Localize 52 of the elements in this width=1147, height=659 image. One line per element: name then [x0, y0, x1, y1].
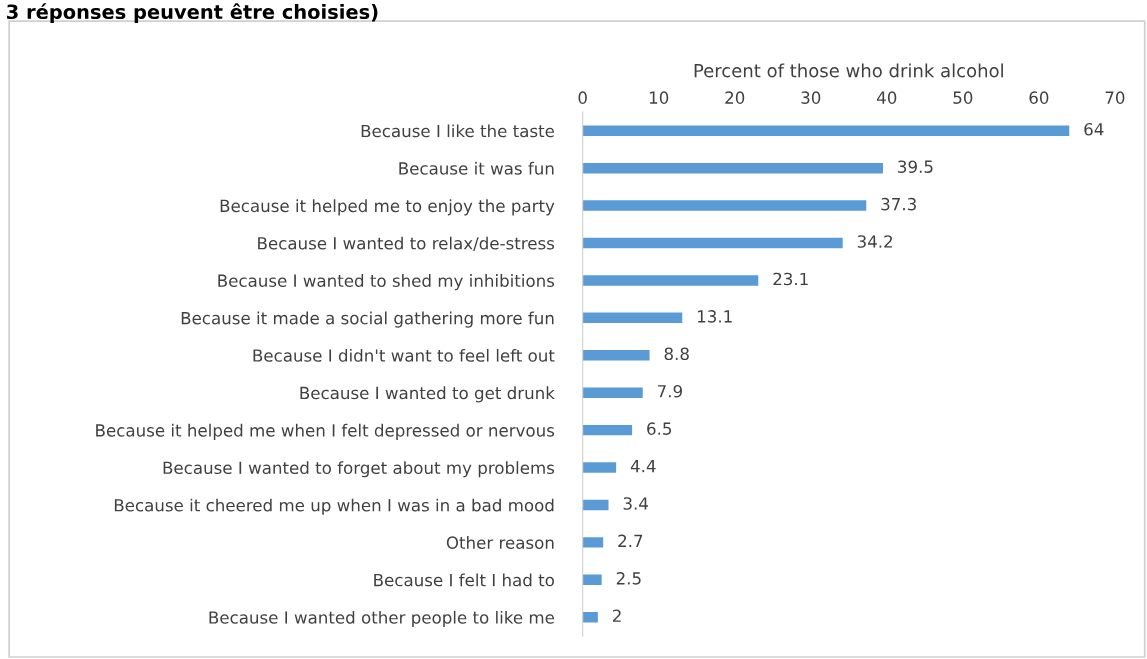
- data-label: 23.1: [773, 272, 808, 286]
- y-tick-label: Because it helped me when I felt depressed or nervous: [96, 423, 555, 440]
- data-label: 34.2: [857, 235, 893, 248]
- x-tick-label: 20: [725, 91, 745, 104]
- data-label: 37.3: [881, 197, 916, 211]
- data-label: 39.5: [898, 160, 933, 173]
- y-tick-label: Because I didn't want to feel left out: [253, 348, 555, 362]
- bar: [582, 125, 1070, 136]
- bar: [582, 312, 683, 324]
- bar: [582, 462, 617, 473]
- bar: [582, 537, 604, 548]
- y-tick-label: Because I wanted to get drunk: [300, 386, 555, 403]
- bar: [582, 275, 759, 286]
- bar: [582, 350, 650, 361]
- x-tick-label: 50: [953, 91, 973, 104]
- text: 3 réponses peuvent être choisies): [7, 3, 378, 23]
- y-tick-label: Because it made a social gathering more fun: [181, 311, 554, 328]
- x-tick-label: 0: [578, 91, 587, 104]
- y-tick-label: Because I wanted to shed my inhibitions: [218, 274, 555, 291]
- y-tick-label: Because I wanted to relax/de-stress: [258, 236, 555, 251]
- bar: [582, 200, 867, 211]
- data-label: 2.7: [618, 534, 643, 547]
- x-tick-label: 30: [801, 91, 821, 104]
- bar: [582, 387, 643, 398]
- y-tick-label: Because it cheered me up when I was in a bad mood: [114, 498, 554, 515]
- x-tick-label: 40: [877, 91, 897, 104]
- y-tick-label: Because it helped me to enjoy the party: [220, 199, 555, 216]
- data-label: 8.8: [664, 347, 689, 361]
- y-tick-label: Because it was fun: [399, 161, 554, 175]
- x-axis-title: Percent of those who drink alcohol: [694, 63, 1003, 78]
- bar: [582, 499, 609, 511]
- y-tick-label: Because I like the taste: [361, 124, 555, 138]
- bar: [582, 162, 883, 174]
- y-tick-label: Other reason: [446, 536, 554, 549]
- x-tick-label: 70: [1105, 91, 1125, 104]
- data-label: 2.5: [616, 572, 641, 585]
- x-tick-label: 60: [1029, 91, 1049, 104]
- data-label: 13.1: [697, 310, 732, 323]
- data-label: 4.4: [630, 459, 656, 473]
- y-tick-label: Because I felt I had to: [374, 573, 554, 587]
- data-label: 3.4: [623, 497, 648, 510]
- bar: [582, 611, 598, 623]
- y-tick-label: Because I wanted other people to like me: [209, 610, 555, 628]
- data-label: 2: [612, 609, 621, 622]
- bar: [582, 574, 602, 586]
- bar: [582, 424, 633, 436]
- y-tick-label: Because I wanted to forget about my problems: [163, 461, 555, 478]
- data-label: 7.9: [658, 384, 682, 398]
- bar: [582, 237, 843, 249]
- x-tick-label: 10: [649, 91, 669, 104]
- data-label: 6.5: [647, 422, 672, 435]
- data-label: 64: [1084, 122, 1104, 136]
